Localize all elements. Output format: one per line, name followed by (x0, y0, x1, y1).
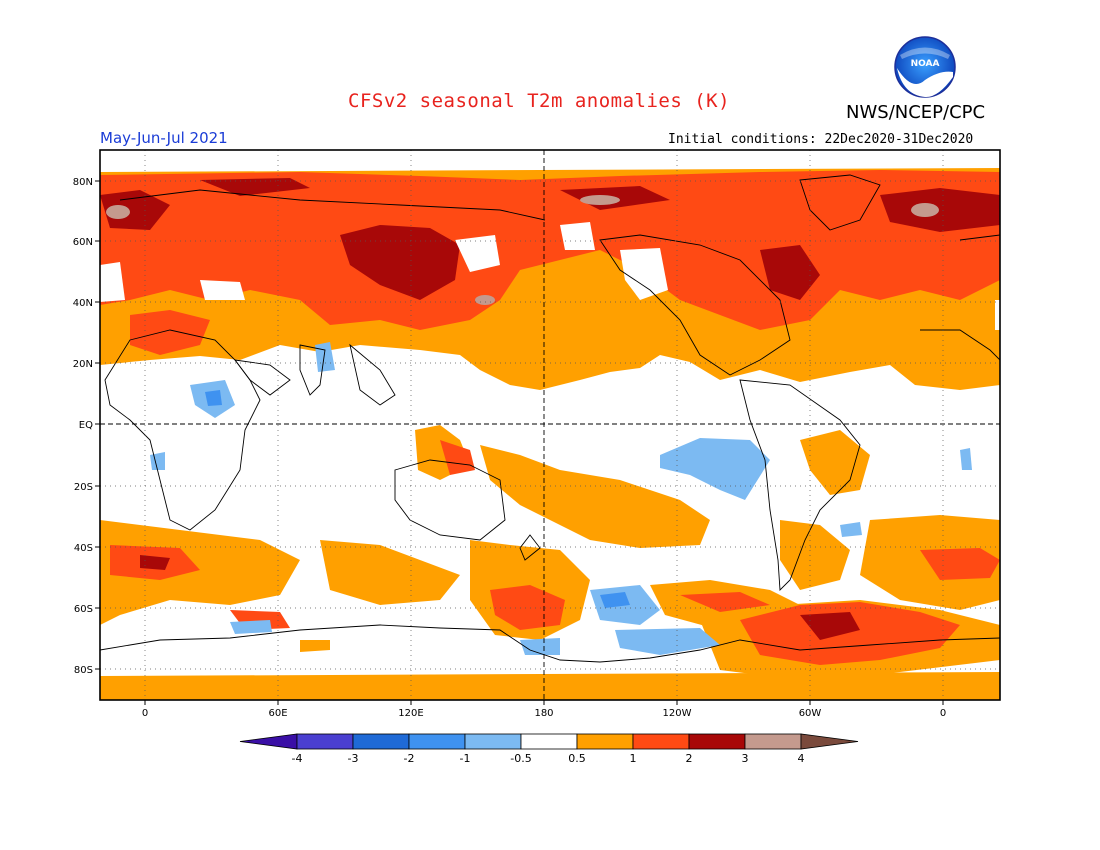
colorbar-label: 3 (742, 752, 749, 765)
colorbar-label: -1 (460, 752, 471, 765)
noaa-logo-text: NOAA (911, 59, 940, 69)
colorbar-swatch (632, 733, 690, 750)
anomaly-fill-minus2-minus1 (205, 390, 630, 608)
lon-label: 180 (534, 708, 553, 719)
lat-label: 80N (73, 177, 93, 188)
agency-label: NWS/NCEP/CPC (846, 102, 986, 123)
lat-label: 20N (73, 359, 93, 370)
lat-label: 40N (73, 298, 93, 309)
lat-label: 60N (73, 237, 93, 248)
longitude-labels: 0 60E 120E 180 120W 60W 0 (142, 708, 946, 719)
colorbar-swatch (408, 733, 466, 750)
anomaly-fill-neutral (100, 222, 1000, 330)
map-frame (99, 149, 1001, 701)
colorbar-arrow-high (800, 733, 859, 750)
colorbar-label: -4 (292, 752, 303, 765)
colorbar-label: -3 (348, 752, 359, 765)
colorbar-arrow-low (239, 733, 298, 750)
lon-label: 0 (142, 708, 148, 719)
colorbar-swatch (744, 733, 802, 750)
anomaly-fill-3-4 (106, 195, 939, 305)
colorbar-label: -0.5 (510, 752, 531, 765)
lon-label: 120E (398, 708, 423, 719)
lon-label: 60E (268, 708, 287, 719)
lat-label: 40S (74, 543, 93, 554)
initial-conditions-label: Initial conditions: 22Dec2020-31Dec2020 (668, 132, 974, 147)
colorbar-swatch (576, 733, 634, 750)
map-field (100, 150, 1000, 700)
colorbar-label: -2 (404, 752, 415, 765)
map-title: CFSv2 seasonal T2m anomalies (K) (348, 90, 731, 112)
colorbar-swatch (520, 733, 578, 750)
season-label: May-Jun-Jul 2021 (100, 129, 228, 147)
colorbar-label: 2 (686, 752, 693, 765)
anomaly-fill-2-3 (100, 178, 1000, 640)
colorbar-label: 0.5 (568, 752, 586, 765)
colorbar: -4 -3 -2 -1 -0.5 0.5 1 2 3 4 (239, 733, 859, 765)
noaa-logo: NOAA (894, 36, 956, 98)
axis-ticks (95, 180, 944, 705)
colorbar-label: 4 (798, 752, 805, 765)
gridlines (100, 150, 1000, 700)
colorbar-swatch (688, 733, 746, 750)
lon-label: 60W (799, 708, 822, 719)
lat-label: EQ (79, 420, 93, 431)
colorbar-swatch (464, 733, 522, 750)
lon-label: 120W (663, 708, 692, 719)
latitude-labels: 80N 60N 40N 20N EQ 20S 40S 60S 80S (73, 177, 93, 676)
lat-label: 60S (74, 604, 93, 615)
lat-label: 80S (74, 665, 93, 676)
colorbar-swatch (352, 733, 410, 750)
equator-dateline (100, 150, 1000, 700)
lat-label: 20S (74, 482, 93, 493)
colorbar-label: 1 (630, 752, 637, 765)
lon-label: 0 (940, 708, 946, 719)
colorbar-swatch (296, 733, 354, 750)
coastlines (100, 174, 1000, 663)
